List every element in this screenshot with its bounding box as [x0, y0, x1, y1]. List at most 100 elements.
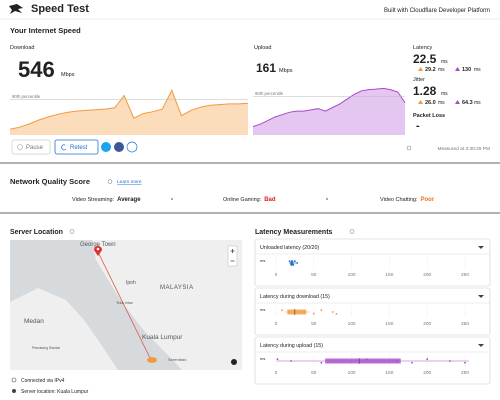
latency-point [294, 260, 296, 263]
download-chart: 90th percentile [9, 89, 249, 135]
box [287, 309, 307, 315]
dropdown-toggle[interactable] [478, 295, 484, 298]
pause-label[interactable]: Pause [26, 145, 44, 151]
quality-label: Video Streaming: [72, 197, 115, 203]
jitter-down: 26.0 [425, 100, 436, 106]
axis-unit: ms [260, 356, 265, 361]
map-label: Ipoh [126, 280, 136, 286]
server-location: Server location: Kuala Lumpur [21, 389, 89, 395]
latency-unit: ms [441, 59, 448, 65]
clock-icon [406, 145, 412, 151]
latency-point [335, 312, 338, 315]
tick-label: 50 [311, 272, 317, 278]
jitter-up-unit: ms [474, 100, 481, 106]
latency-point [426, 358, 429, 361]
dropdown-toggle[interactable] [478, 344, 484, 347]
latency-point [331, 311, 334, 313]
retest-label[interactable]: Retest [70, 145, 88, 151]
tick-label: 150 [385, 321, 393, 327]
map-info[interactable] [231, 359, 237, 365]
tagline[interactable]: Built with Cloudflare Developer Platform [384, 8, 490, 14]
panel [254, 287, 491, 336]
retest-icon [61, 144, 67, 151]
latency-point [396, 360, 398, 362]
packet-loss-label: Packet Loss [413, 113, 445, 119]
connected-via: Connected via IPv4 [21, 378, 65, 384]
packet-loss-value: - [416, 120, 420, 132]
location-pin [94, 246, 102, 256]
latency-point [290, 260, 293, 263]
latency-down-unit: ms [438, 67, 445, 73]
quality-label: Video Chatting: [380, 197, 418, 203]
percentile-label: 90th percentile [255, 91, 284, 96]
map-label: Seremban [168, 357, 186, 362]
latency-point [281, 309, 283, 312]
quality-rating: Bad [264, 197, 276, 203]
map-label: George Town [80, 242, 116, 248]
info-icon[interactable] [349, 229, 355, 234]
land [92, 240, 242, 370]
zoom-control[interactable] [227, 245, 238, 267]
server-heading: Server Location [10, 229, 63, 236]
pause-button[interactable] [11, 139, 51, 155]
facebook-share[interactable] [114, 142, 124, 152]
latency-point [297, 311, 300, 313]
tick-label: 200 [423, 272, 431, 278]
zoom-icons [230, 249, 235, 262]
speed-area [253, 88, 405, 135]
latency-point [365, 358, 368, 361]
land [10, 288, 118, 370]
box [325, 358, 401, 364]
latency-point [411, 361, 413, 364]
map-label: Medan [24, 318, 44, 325]
network-icon [11, 377, 17, 383]
axis-unit: ms [260, 307, 265, 312]
server-icon [12, 389, 16, 393]
latency-point [289, 262, 292, 264]
latency-point [290, 263, 293, 266]
jitter-unit: ms [441, 91, 448, 97]
route-line [97, 251, 152, 361]
panel [254, 238, 491, 287]
map-label: MALAYSIA [160, 285, 194, 291]
axis-unit: ms [260, 258, 265, 263]
tick-label: 200 [423, 321, 431, 327]
upload-unit: Mbps [279, 68, 293, 74]
latency-point [320, 361, 323, 364]
upload-label: Upload [254, 45, 271, 51]
tick-label: 0 [275, 370, 278, 376]
info-icon[interactable] [69, 229, 75, 234]
tick-label: 150 [385, 370, 393, 376]
map-label: Kuala Lumpur [142, 334, 183, 341]
panel-title: Latency during download (15) [260, 294, 330, 300]
download-results[interactable] [126, 141, 138, 153]
panel-title: Latency during upload (15) [260, 343, 323, 349]
latency-point [288, 260, 291, 263]
latency-heading: Latency Measurements [255, 229, 333, 236]
latency-point [296, 262, 299, 264]
tick-label: 0 [275, 272, 278, 278]
latency-up-unit: ms [474, 67, 481, 73]
download-icon [418, 67, 423, 71]
learn-more-link[interactable]: Learn more [117, 179, 142, 185]
logo [9, 4, 23, 14]
twitter-share[interactable] [101, 142, 111, 152]
retest-button[interactable] [54, 139, 99, 155]
dropdown-toggle[interactable] [478, 246, 484, 249]
latency-point [290, 360, 293, 362]
map[interactable]: George Town Ipoh MALAYSIA Medan Pematang… [10, 240, 242, 370]
pause-icon [17, 144, 23, 150]
separator-dot [326, 198, 328, 200]
map-label: Pematang Siantar [32, 346, 61, 350]
tick-label: 100 [348, 370, 356, 376]
jitter-up: 64.3 [462, 100, 473, 106]
upload-icon [455, 67, 460, 71]
percentile-label: 90th percentile [12, 94, 41, 99]
speed-line [9, 89, 249, 130]
download-icon [418, 100, 423, 104]
latency-label: Latency [413, 45, 433, 51]
jitter-down-unit: ms [438, 100, 445, 106]
latency-panels: Unloaded latency (20/20) ms 0 50 100 150 200 25… [254, 238, 491, 385]
info-icon[interactable] [107, 179, 113, 184]
